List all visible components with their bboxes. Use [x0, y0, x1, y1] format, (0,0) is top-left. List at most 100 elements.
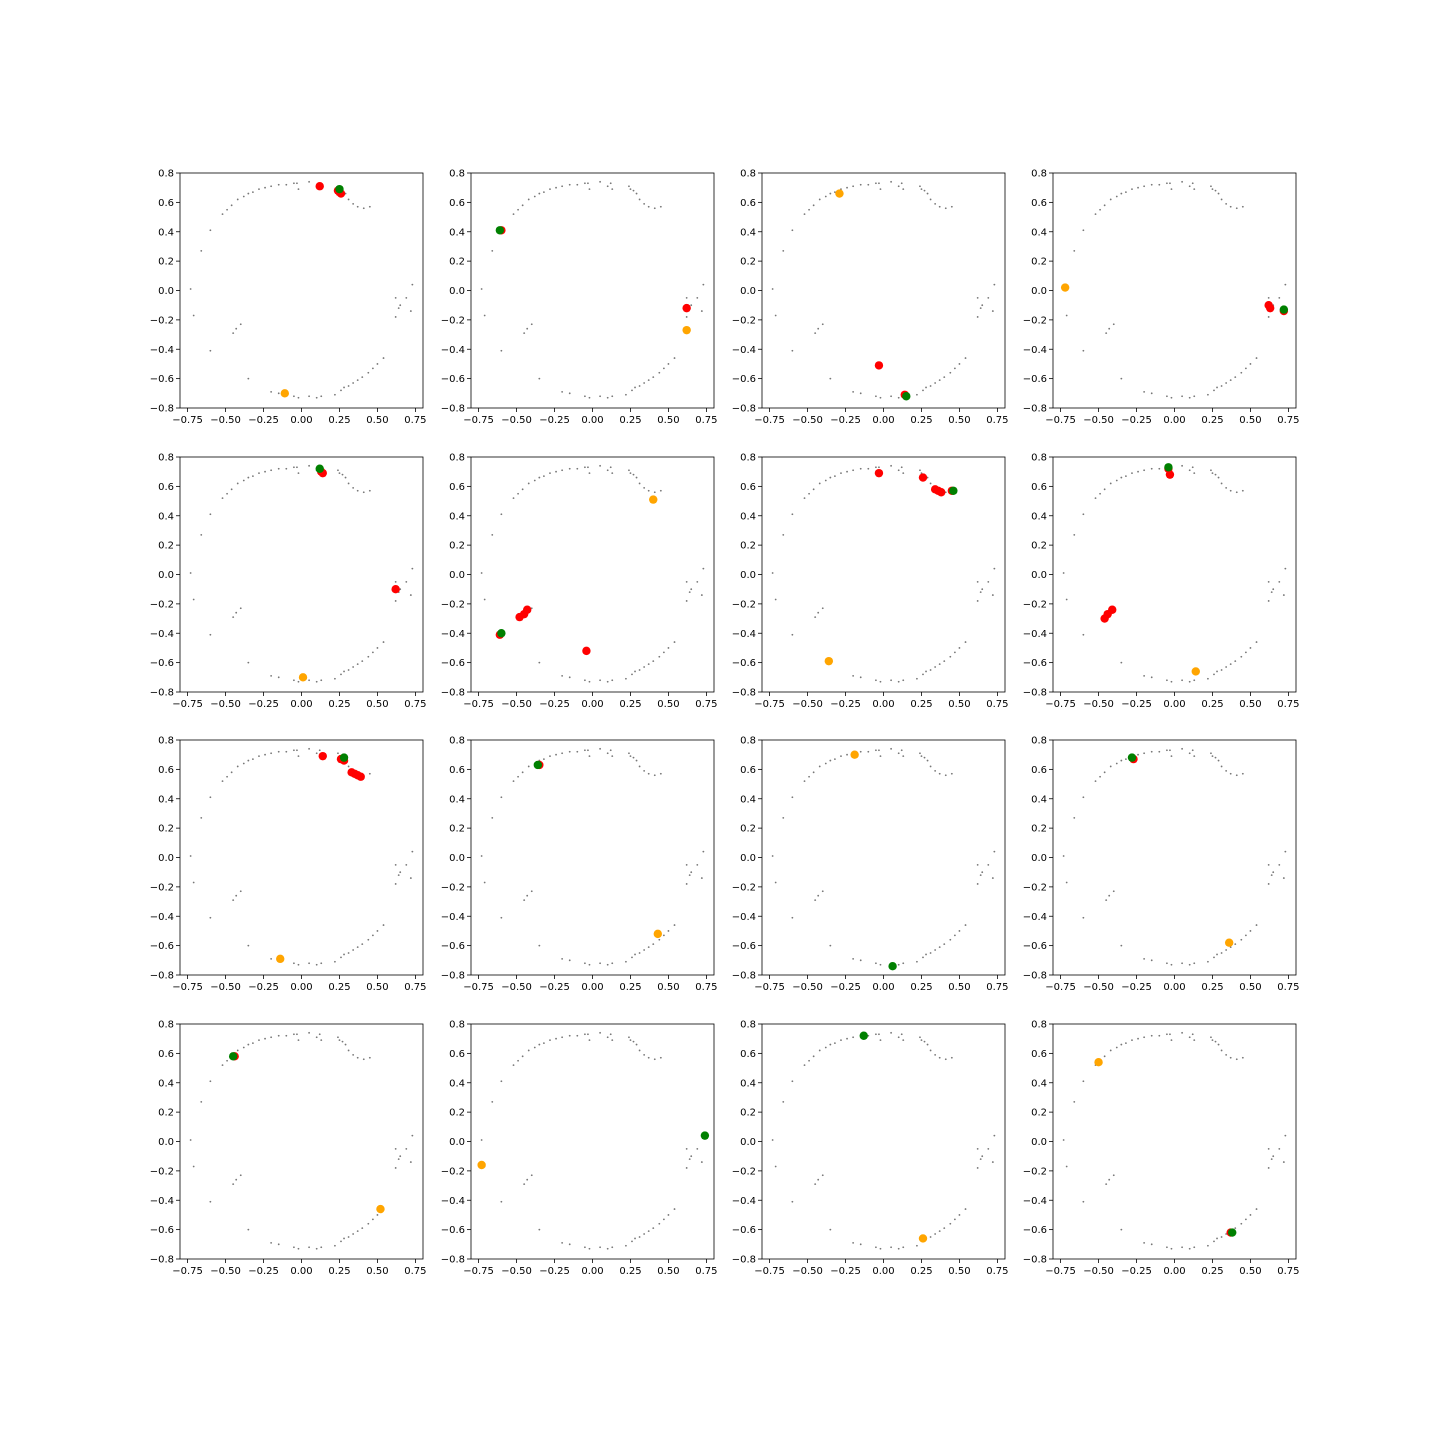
red-point: [582, 646, 591, 656]
x-tick-label: −0.50: [1083, 982, 1114, 993]
y-tick-label: −0.4: [441, 629, 465, 640]
background-point: [635, 192, 638, 195]
background-point: [890, 1246, 892, 1249]
background-point: [1181, 464, 1183, 467]
background-point: [1214, 1040, 1217, 1043]
background-point: [658, 371, 661, 374]
y-tick-label: 0.2: [1031, 824, 1047, 835]
background-point: [771, 572, 774, 574]
background-point: [606, 1247, 609, 1250]
background-point: [991, 310, 994, 312]
y-tick-label: 0.0: [449, 570, 465, 581]
background-point: [643, 666, 646, 668]
background-point: [527, 1049, 530, 1052]
y-tick-label: 0.6: [158, 765, 174, 776]
y-tick-label: 0.8: [1031, 169, 1047, 180]
background-point: [277, 392, 280, 395]
background-point: [1210, 752, 1212, 755]
background-point: [890, 1031, 892, 1034]
x-tick-label: −0.50: [792, 415, 823, 426]
y-tick-label: 0.2: [449, 257, 465, 268]
y-tick-label: 0.2: [449, 1108, 465, 1119]
background-point: [929, 482, 932, 485]
y-tick-label: 0.6: [449, 198, 465, 209]
background-point: [852, 1241, 855, 1244]
background-point: [981, 871, 984, 874]
background-point: [916, 1244, 918, 1247]
background-point: [337, 469, 339, 472]
background-point: [209, 1080, 212, 1083]
background-point: [409, 1161, 412, 1163]
y-tick-label: −0.6: [150, 658, 174, 669]
background-point: [242, 1046, 245, 1049]
background-point: [782, 1100, 785, 1103]
background-point: [696, 580, 699, 583]
background-point: [543, 475, 545, 477]
background-point: [653, 1058, 656, 1061]
background-point: [859, 392, 862, 395]
background-point: [1207, 1244, 1209, 1247]
background-point: [632, 473, 635, 476]
background-point: [538, 944, 541, 947]
subplot-10: −0.75 −0.50 −0.25 0.00 0.25 0.50 0.75 −0.8 −0.6 −…: [441, 736, 718, 994]
orange-point: [276, 954, 285, 964]
red-point: [1265, 303, 1275, 313]
background-point: [512, 497, 515, 500]
background-point: [382, 641, 385, 643]
background-point: [821, 323, 824, 326]
background-point: [308, 1246, 310, 1249]
background-point: [653, 491, 656, 494]
background-point: [338, 472, 341, 475]
background-point: [964, 1208, 967, 1210]
y-tick-label: −0.2: [1023, 1166, 1047, 1177]
background-point: [840, 472, 842, 475]
background-point: [897, 680, 900, 683]
orange-point: [824, 656, 834, 666]
y-tick-label: −0.2: [441, 1166, 465, 1177]
background-point: [356, 1056, 359, 1059]
x-tick-label: 0.00: [1163, 415, 1185, 426]
subplot-8: −0.75 −0.50 −0.25 0.00 0.25 0.50 0.75 −0.8 −0.6 −…: [1023, 453, 1300, 711]
y-tick-label: −0.6: [1023, 1225, 1047, 1236]
x-tick-label: 0.50: [1239, 982, 1261, 993]
background-point: [1120, 476, 1123, 479]
background-point: [1235, 491, 1238, 494]
background-point: [264, 1037, 266, 1040]
background-point: [347, 1049, 350, 1052]
background-point: [890, 679, 892, 682]
background-point: [343, 670, 345, 673]
background-point: [638, 952, 641, 954]
background-point: [902, 1246, 905, 1249]
x-tick-label: 0.50: [1239, 415, 1261, 426]
background-point: [824, 195, 827, 198]
y-tick-label: −0.6: [441, 658, 465, 669]
background-point: [1169, 1033, 1171, 1036]
background-point: [934, 769, 937, 772]
background-point: [561, 957, 564, 960]
background-point: [771, 288, 774, 290]
background-point: [1225, 1233, 1228, 1235]
background-point: [1170, 396, 1173, 399]
background-point: [1278, 580, 1281, 583]
green-point: [949, 486, 958, 495]
x-tick-label: 0.50: [366, 982, 388, 993]
green-point: [700, 1131, 710, 1140]
background-point: [1267, 316, 1270, 318]
background-point: [1211, 472, 1214, 475]
background-point: [1105, 1183, 1108, 1185]
background-point: [950, 205, 953, 208]
y-tick-label: 0.6: [1031, 765, 1047, 776]
y-tick-label: 0.4: [740, 227, 756, 238]
background-point: [652, 1227, 655, 1230]
background-point: [1120, 377, 1123, 380]
background-point: [538, 661, 541, 664]
background-point: [803, 780, 806, 783]
background-point: [232, 899, 235, 901]
axes-frame: [761, 456, 1006, 693]
background-point: [588, 1039, 591, 1042]
x-tick-label: 0.75: [695, 699, 717, 710]
background-point: [659, 489, 662, 492]
background-point: [521, 488, 524, 491]
background-point: [817, 894, 820, 897]
background-point: [576, 183, 579, 186]
